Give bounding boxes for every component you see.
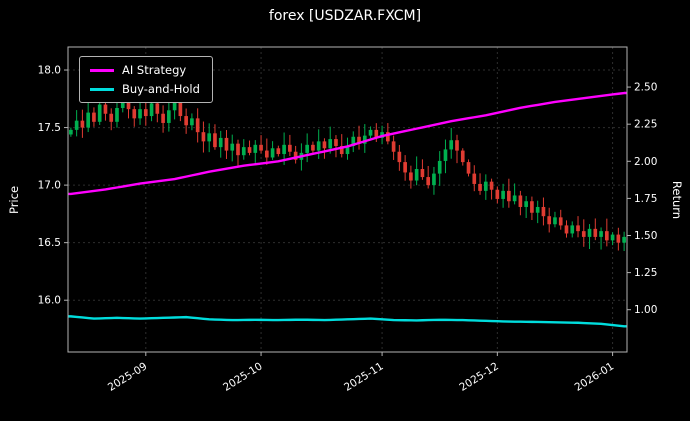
- svg-text:2.00: 2.00: [634, 156, 657, 168]
- svg-text:2.50: 2.50: [634, 82, 657, 94]
- svg-text:16.0: 16.0: [38, 295, 61, 307]
- legend-item-buyhold: Buy-and-Hold: [90, 82, 200, 96]
- legend-label-buyhold: Buy-and-Hold: [122, 82, 200, 96]
- svg-text:1.00: 1.00: [634, 304, 657, 316]
- return-axis-ticks: 1.00 1.25 1.50 1.75 2.00 2.25 2.50: [627, 82, 657, 316]
- strategy-line-swatch: [90, 68, 114, 72]
- plot-border: [67, 46, 628, 353]
- svg-text:2.25: 2.25: [634, 119, 657, 131]
- candlesticks: [69, 90, 626, 252]
- svg-text:2025-10: 2025-10: [221, 360, 265, 393]
- svg-text:17.5: 17.5: [38, 122, 61, 134]
- svg-text:2025-11: 2025-11: [342, 360, 386, 393]
- buyhold-line-swatch: [90, 87, 114, 91]
- legend: AI Strategy Buy-and-Hold: [79, 56, 213, 103]
- svg-text:1.25: 1.25: [634, 267, 657, 279]
- svg-text:2026-01: 2026-01: [573, 360, 617, 393]
- legend-item-strategy: AI Strategy: [90, 63, 200, 77]
- price-axis-ticks: 16.0 16.5 17.0 17.5 18.0: [38, 65, 68, 307]
- svg-text:1.75: 1.75: [634, 193, 657, 205]
- svg-text:2025-12: 2025-12: [457, 360, 501, 393]
- svg-text:2025-09: 2025-09: [106, 360, 150, 393]
- svg-text:17.0: 17.0: [38, 180, 61, 192]
- svg-text:16.5: 16.5: [38, 237, 61, 249]
- strategy-line: [68, 91, 627, 196]
- chart-title: forex [USDZAR.FXCM]: [268, 8, 422, 24]
- legend-label-strategy: AI Strategy: [122, 63, 187, 77]
- buyhold-line: [68, 315, 627, 328]
- svg-text:18.0: 18.0: [38, 65, 61, 77]
- svg-text:1.50: 1.50: [634, 230, 657, 242]
- x-axis-ticks: 2025-09 2025-10 2025-11 2025-12 2026-01: [106, 352, 616, 394]
